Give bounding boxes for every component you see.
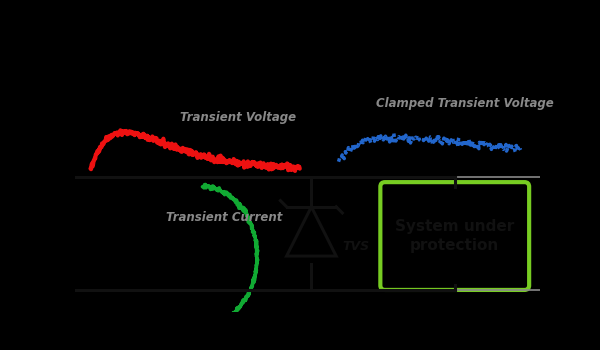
- Text: Clamped Transient Voltage: Clamped Transient Voltage: [376, 97, 553, 111]
- Text: protection: protection: [410, 238, 499, 253]
- Text: TVS: TVS: [343, 240, 370, 253]
- Text: Transient Voltage: Transient Voltage: [179, 111, 296, 124]
- Text: System under: System under: [395, 219, 514, 234]
- Text: Transient Current: Transient Current: [166, 211, 283, 224]
